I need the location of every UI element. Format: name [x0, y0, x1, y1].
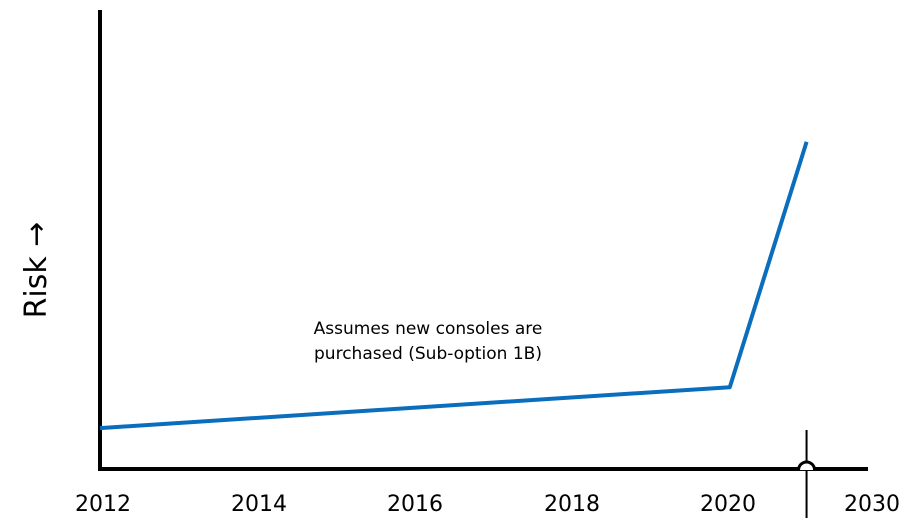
- x-tick-labels: 2012 2014 2016 2018 2020 2030: [75, 492, 900, 517]
- axis-break-marker: [797, 430, 817, 518]
- y-axis-label: Risk →: [19, 222, 54, 319]
- x-tick-label: 2014: [231, 492, 287, 517]
- x-tick-label: 2018: [544, 492, 600, 517]
- x-tick-label: 2012: [75, 492, 131, 517]
- series-layer: [99, 141, 809, 431]
- risk-series-line: [99, 141, 809, 431]
- annotation-line-2: purchased (Sub-option 1B): [314, 344, 542, 364]
- x-tick-label: 2020: [700, 492, 756, 517]
- annotation-line-1: Assumes new consoles are: [314, 319, 543, 339]
- x-tick-label: 2016: [387, 492, 443, 517]
- axes: [98, 10, 868, 471]
- x-tick-label: 2030: [844, 492, 900, 517]
- axis-break-hump: [797, 460, 817, 471]
